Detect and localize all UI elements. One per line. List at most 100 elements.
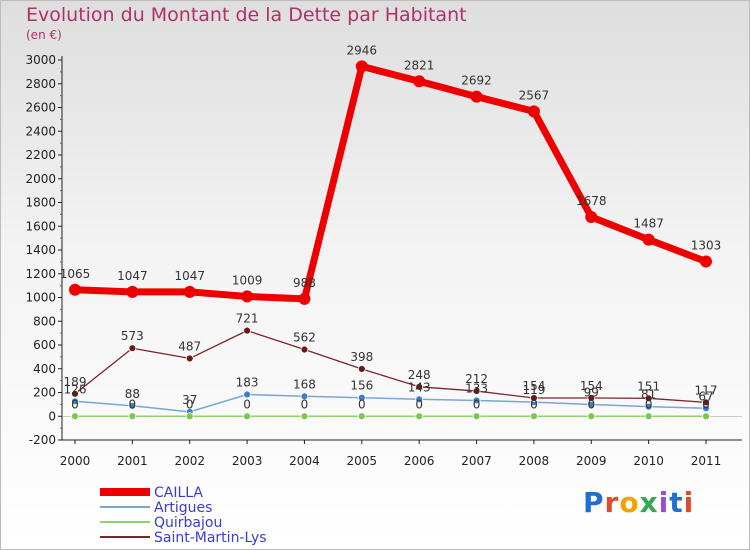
data-label: 119 <box>522 383 545 397</box>
data-point <box>700 255 712 268</box>
data-label: 0 <box>129 397 137 411</box>
data-point <box>243 390 251 399</box>
data-point <box>183 285 196 298</box>
y-tick-label: 3000 <box>25 53 56 67</box>
data-label: 988 <box>293 276 316 290</box>
data-point <box>128 401 137 410</box>
data-labels-layer: 1065 1047 1047 1009 988 2946 2821 2692 2567 1678 1… <box>60 43 722 411</box>
data-label: 117 <box>695 383 718 397</box>
data-label: 487 <box>178 339 201 353</box>
data-point <box>644 394 653 403</box>
data-point <box>71 389 79 398</box>
y-tick-label: 1800 <box>25 196 56 210</box>
data-point <box>71 397 79 406</box>
data-point <box>472 412 481 421</box>
data-label: 81 <box>641 388 656 402</box>
data-label: 168 <box>293 377 316 391</box>
x-tick-label: 2011 <box>691 454 722 468</box>
logo-letter: o <box>619 486 640 519</box>
data-label: 248 <box>408 368 431 382</box>
data-label: 154 <box>580 379 603 393</box>
data-label: 154 <box>522 379 545 393</box>
data-point <box>585 210 598 223</box>
data-point <box>300 392 309 401</box>
data-point <box>243 412 251 421</box>
data-point <box>126 285 139 298</box>
y-tick-label: 400 <box>33 362 56 376</box>
data-label: 183 <box>236 376 259 390</box>
series-line-cailla <box>71 62 710 303</box>
proxiti-logo: Proxiti <box>583 486 694 519</box>
data-label: 2821 <box>404 58 435 72</box>
data-point <box>355 60 368 73</box>
y-tick-label: 2400 <box>25 124 56 138</box>
legend-label: CAILLA <box>154 485 203 501</box>
data-point <box>241 290 254 303</box>
data-point <box>644 402 653 411</box>
data-label: 1065 <box>60 267 91 281</box>
data-point <box>300 412 309 421</box>
data-point <box>243 326 251 335</box>
data-label: 37 <box>182 393 197 407</box>
chart-subtitle: (en €) <box>26 28 62 42</box>
data-label: 0 <box>530 397 538 411</box>
logo-letter: x <box>639 486 659 519</box>
series-layer <box>69 60 712 421</box>
data-label: 1047 <box>117 269 148 283</box>
x-tick-label: 2004 <box>289 454 320 468</box>
y-tick-label: 1200 <box>25 267 56 281</box>
y-tick-label: -200 <box>29 433 56 447</box>
data-point <box>470 90 483 103</box>
x-tick-label: 2003 <box>232 454 263 468</box>
data-label: 0 <box>415 397 423 411</box>
x-tick-label: 2010 <box>633 454 664 468</box>
data-label: 99 <box>584 385 599 399</box>
data-point <box>472 396 481 405</box>
legend-label: Quirbajou <box>154 515 222 531</box>
data-label: 0 <box>186 397 194 411</box>
data-point <box>357 393 366 402</box>
data-label: 0 <box>301 397 309 411</box>
data-point <box>69 283 81 296</box>
y-tick-label: 2200 <box>25 148 56 162</box>
data-point <box>530 412 538 421</box>
x-tick-label: 2000 <box>60 454 91 468</box>
data-point <box>185 354 194 363</box>
data-label: 126 <box>64 382 87 396</box>
y-tick-label: 1400 <box>25 243 56 257</box>
logo-letter: P <box>583 486 605 519</box>
data-label: 88 <box>125 387 140 401</box>
y-tick-label: 0 <box>48 409 56 423</box>
data-point <box>702 398 710 407</box>
data-label: 0 <box>358 397 366 411</box>
data-label: 143 <box>408 380 431 394</box>
data-label: 67 <box>698 389 713 403</box>
y-tick-label: 1600 <box>25 219 56 233</box>
data-point <box>128 412 137 421</box>
y-tick-label: 1000 <box>25 291 56 305</box>
data-point <box>300 345 309 354</box>
data-point <box>644 412 653 421</box>
data-label: 1487 <box>633 217 664 231</box>
data-label: 0 <box>587 397 595 411</box>
y-tick-label: 2000 <box>25 172 56 186</box>
data-point <box>530 394 538 402</box>
data-point <box>415 382 424 391</box>
logo-letter: r <box>604 486 620 519</box>
data-point <box>415 395 424 404</box>
logo-letter: i <box>658 486 670 519</box>
y-tick-label: 2600 <box>25 101 56 115</box>
y-tick-label: 2800 <box>25 77 56 91</box>
chart-title: Evolution du Montant de la Dette par Hab… <box>26 4 467 26</box>
data-point <box>298 292 311 305</box>
legend-label: Artigues <box>154 500 212 516</box>
data-label: 0 <box>243 397 251 411</box>
data-label: 0 <box>645 397 653 411</box>
data-label: 573 <box>121 329 144 343</box>
data-label: 0 <box>71 397 79 411</box>
data-point <box>71 412 79 421</box>
data-label: 156 <box>350 379 373 393</box>
logo-letter: t <box>669 486 684 519</box>
